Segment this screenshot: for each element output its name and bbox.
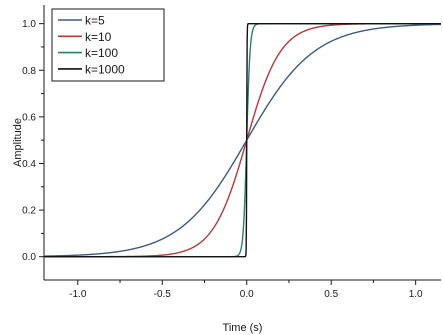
y-tick-label: 0.0: [22, 252, 36, 263]
y-tick-label: 0.8: [22, 66, 36, 77]
y-tick-label: 0.4: [22, 159, 36, 170]
x-tick-label: 1.0: [409, 289, 423, 300]
legend: k=5 k=10 k=100 k=1000: [51, 8, 165, 82]
legend-label: k=5: [85, 14, 105, 28]
legend-label: k=100: [85, 46, 118, 60]
series-line-k5: [43, 23, 442, 257]
y-tick-label: 0.2: [22, 206, 36, 217]
x-tick-label: 0.5: [324, 289, 338, 300]
axes: -1.0 -0.5 0.0 0.5 1.0 0.0 0.2 0.4 0.6 0.8 1.0: [22, 5, 441, 300]
y-axis-title: Amplitude: [12, 118, 24, 167]
x-tick-label: -0.5: [154, 289, 172, 300]
legend-label: k=1000: [85, 62, 125, 76]
x-axis-title: Time (s): [223, 322, 263, 334]
y-tick-label: 1.0: [22, 19, 36, 30]
x-tick-label: 0.0: [240, 289, 254, 300]
series-line-k1000: [43, 22, 442, 258]
x-tick-label: -1.0: [69, 289, 87, 300]
legend-label: k=10: [85, 30, 112, 44]
y-tick-label: 0.6: [22, 112, 36, 123]
series-group: [43, 22, 442, 258]
